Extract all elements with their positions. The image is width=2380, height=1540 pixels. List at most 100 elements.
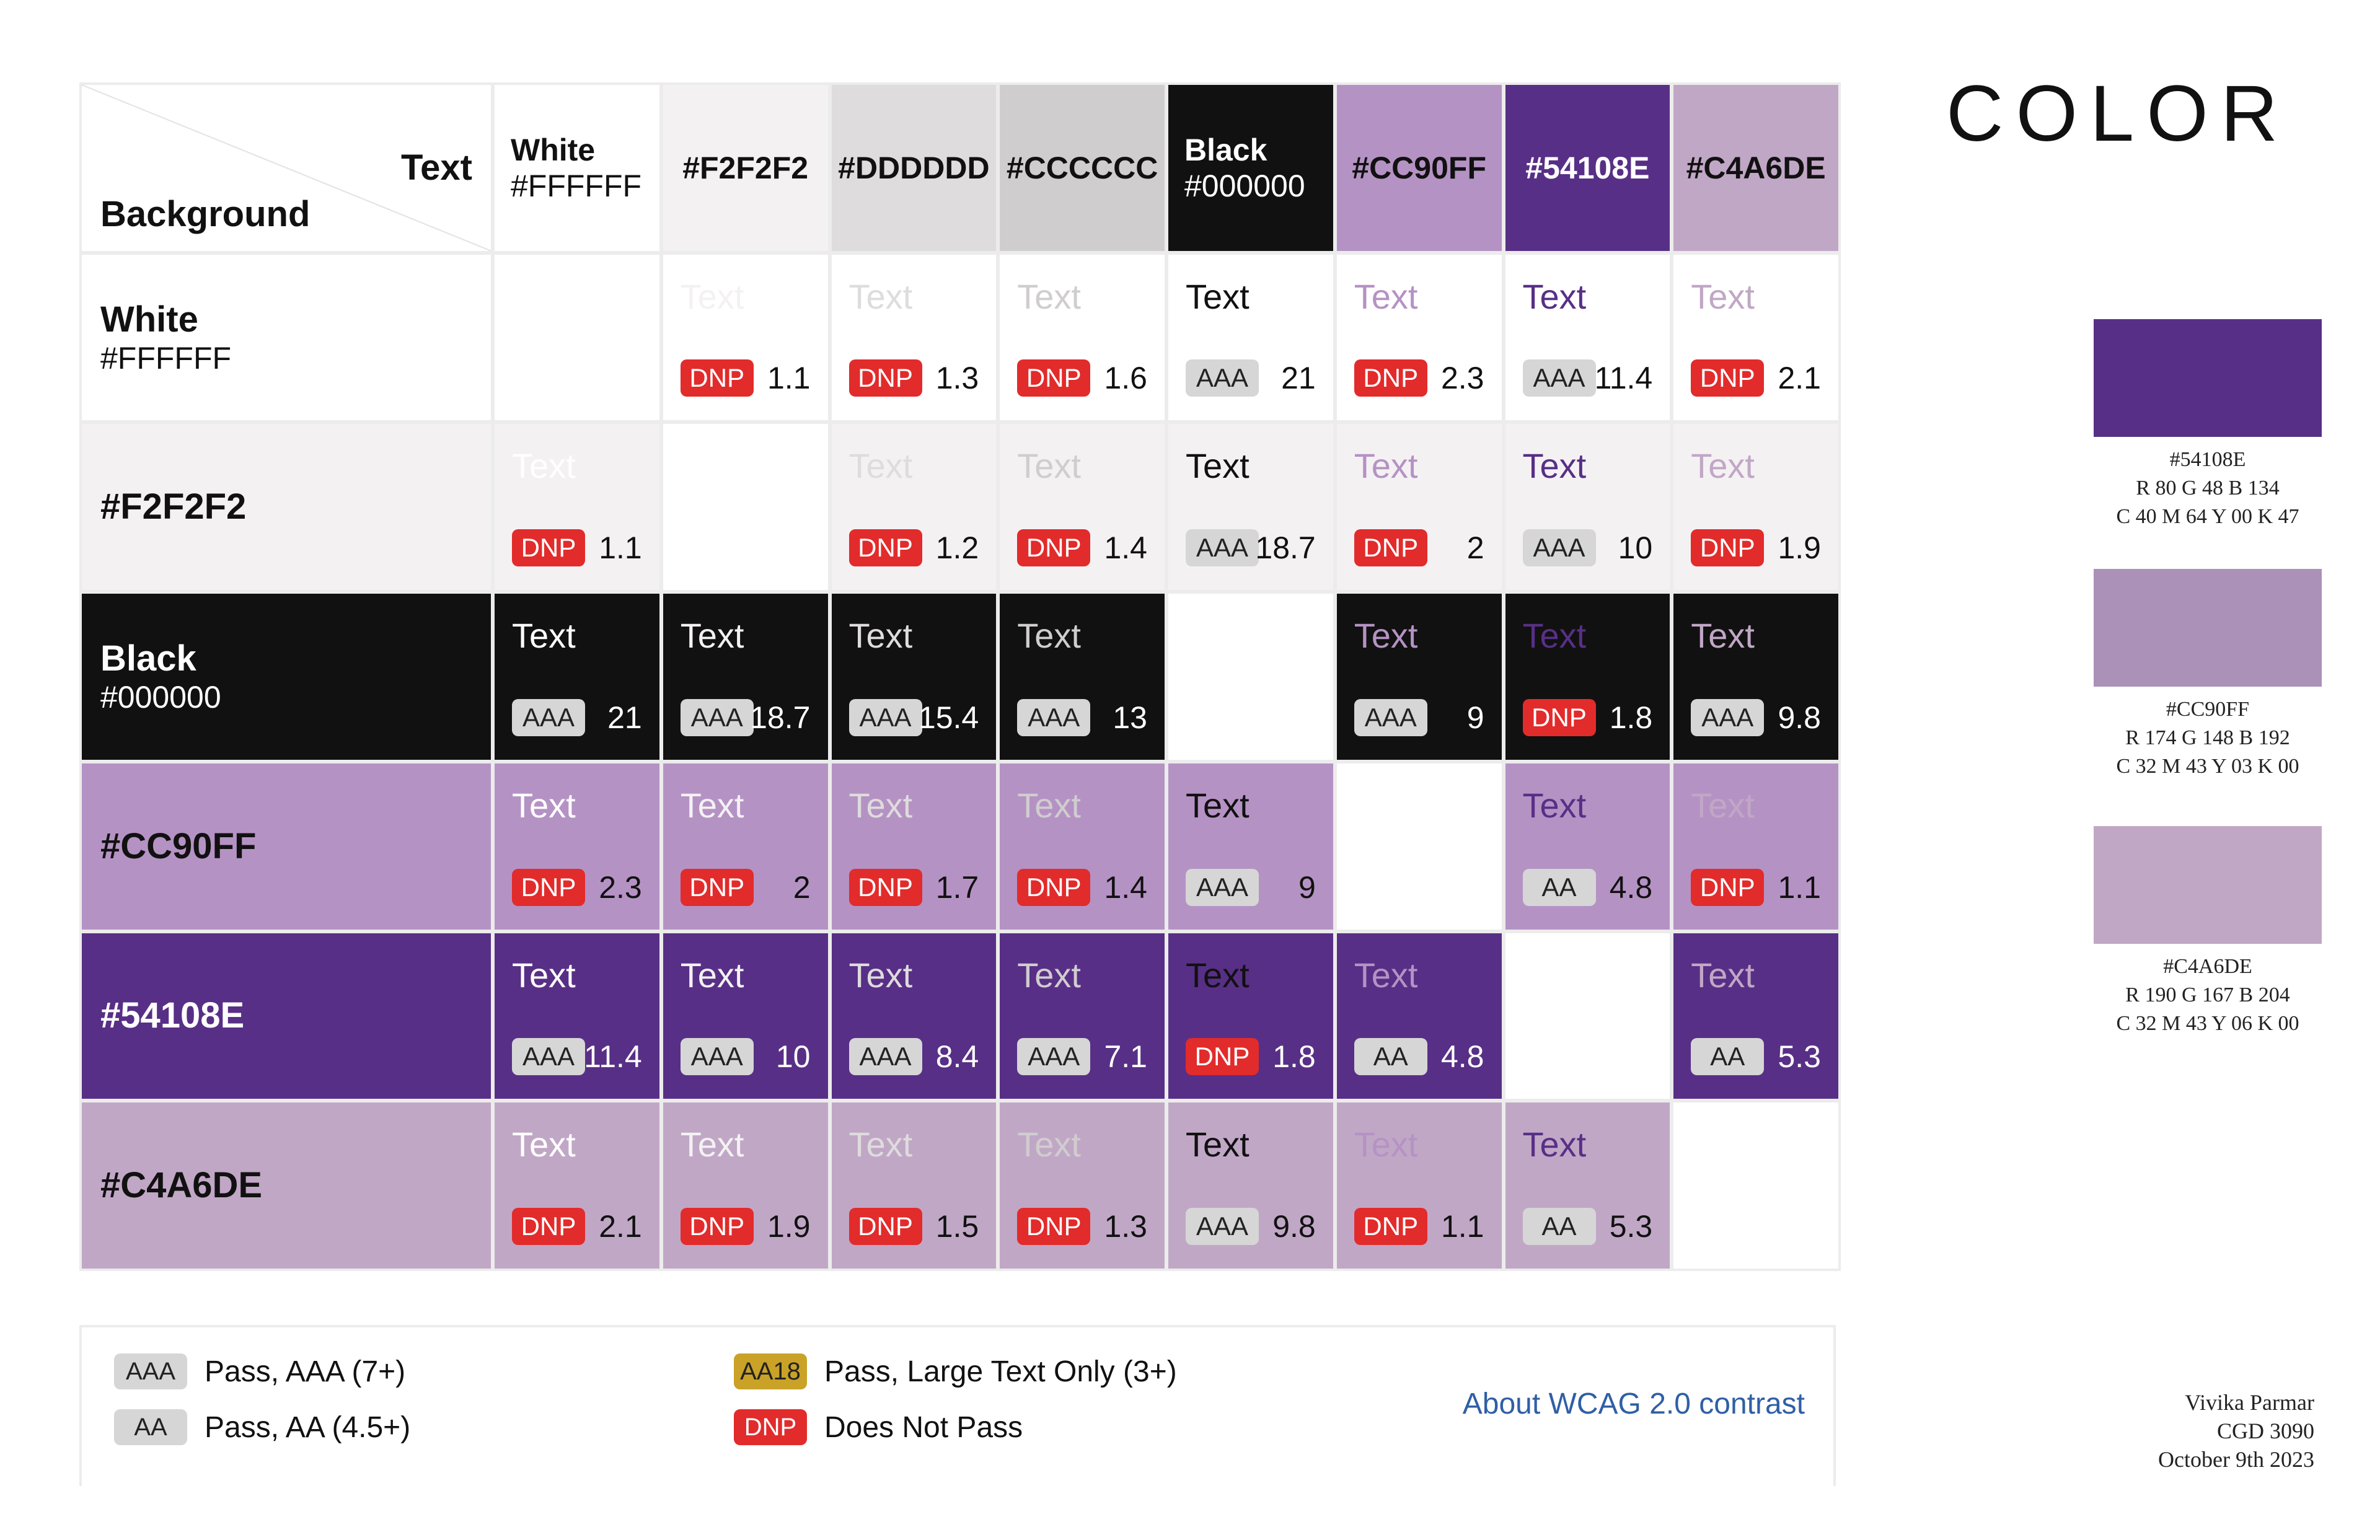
header-color-hex: #DDDDDD xyxy=(838,150,990,185)
rating-badge: DNP xyxy=(512,868,585,906)
swatch-info: #CC90FF R 174 G 148 B 192 C 32 M 43 Y 03… xyxy=(2094,695,2322,781)
column-header-54108e: #54108E xyxy=(1505,85,1670,251)
sample-text: Text xyxy=(1017,955,1081,995)
contrast-cell: Text AAA 9.8 xyxy=(1168,1102,1333,1269)
contrast-ratio: 11.4 xyxy=(584,1039,642,1075)
rating-badge: DNP xyxy=(1017,868,1091,906)
sample-text: Text xyxy=(680,785,744,825)
contrast-cell: Text DNP 1.5 xyxy=(831,1102,997,1269)
swatch-rgb: R 80 G 48 B 134 xyxy=(2136,477,2280,499)
contrast-ratio: 1.1 xyxy=(599,530,642,566)
swatch-54108e: #54108E R 80 G 48 B 134 C 40 M 64 Y 00 K… xyxy=(2094,319,2322,531)
column-header-label: White #FFFFFF xyxy=(511,132,641,204)
contrast-cell: Text AA 5.3 xyxy=(1505,1102,1670,1269)
rating-badge: AA xyxy=(1522,1208,1596,1245)
sample-text: Text xyxy=(848,1125,913,1164)
swatch-cc90ff: #CC90FF R 174 G 148 B 192 C 32 M 43 Y 03… xyxy=(2094,569,2322,781)
contrast-cell: Text DNP 1.9 xyxy=(663,1102,828,1269)
contrast-ratio: 9 xyxy=(1298,869,1316,905)
rating-badge: DNP xyxy=(1186,1038,1259,1076)
contrast-ratio: 1.8 xyxy=(1272,1039,1316,1075)
rating-badge: DNP xyxy=(1691,359,1765,397)
sample-text: Text xyxy=(1691,616,1755,656)
rating-badge: DNP xyxy=(1691,868,1765,906)
column-header-label: #CC90FF xyxy=(1352,150,1486,186)
contrast-ratio: 1.4 xyxy=(1104,869,1147,905)
rating-badge: DNP xyxy=(1691,529,1765,567)
header-color-name: White xyxy=(511,132,596,167)
contrast-ratio: 1.6 xyxy=(1104,361,1147,396)
rating-badge: DNP xyxy=(848,529,922,567)
sample-text: Text xyxy=(1017,446,1081,486)
legend-badge-aaa: AAA xyxy=(114,1353,187,1389)
sample-text: Text xyxy=(1522,446,1587,486)
rating-badge: AAA xyxy=(848,1038,922,1076)
page-title: COLOR xyxy=(1946,69,2291,158)
empty-cell xyxy=(1673,1102,1838,1269)
contrast-cell: Text DNP 1.9 xyxy=(1673,424,1838,591)
sample-text: Text xyxy=(680,1125,744,1164)
swatch-info: #54108E R 80 G 48 B 134 C 40 M 64 Y 00 K… xyxy=(2094,446,2322,531)
row-header-54108e: #54108E xyxy=(82,933,491,1099)
contrast-cell: Text DNP 2.1 xyxy=(1673,254,1838,421)
contrast-ratio: 4.8 xyxy=(1609,869,1653,905)
header-color-hex: #54108E xyxy=(1525,150,1650,185)
contrast-ratio: 10 xyxy=(775,1039,811,1075)
swatch-cmyk: C 40 M 64 Y 00 K 47 xyxy=(2116,505,2299,528)
contrast-ratio: 7.1 xyxy=(1104,1039,1147,1075)
contrast-ratio: 13 xyxy=(1113,700,1147,735)
rating-badge: DNP xyxy=(680,359,754,397)
about-wcag-link[interactable]: About WCAG 2.0 contrast xyxy=(1462,1388,1805,1420)
column-header-label: #CCCCCC xyxy=(1007,150,1158,186)
sample-text: Text xyxy=(1354,276,1418,316)
contrast-cell: Text AAA 10 xyxy=(663,933,828,1099)
contrast-cell: Text AAA 18.7 xyxy=(663,594,828,760)
contrast-cell: Text DNP 1.1 xyxy=(663,254,828,421)
header-color-hex: #C4A6DE xyxy=(100,1165,263,1206)
swatch-hex: #C4A6DE xyxy=(2163,955,2252,978)
header-color-hex: #CC90FF xyxy=(1352,150,1486,185)
header-color-hex: #000000 xyxy=(100,679,221,715)
rating-badge: AAA xyxy=(1691,698,1765,736)
sample-text: Text xyxy=(1354,616,1418,656)
contrast-cell: Text AA 5.3 xyxy=(1673,933,1838,1099)
rating-badge: AA xyxy=(1354,1038,1427,1076)
sample-text: Text xyxy=(848,785,913,825)
contrast-ratio: 11.4 xyxy=(1594,361,1653,396)
sample-text: Text xyxy=(1017,616,1081,656)
contrast-ratio: 2.3 xyxy=(1440,361,1484,396)
rating-badge: AA xyxy=(1522,868,1596,906)
legend-item-aaa: AAA Pass, AAA (7+) xyxy=(114,1353,405,1389)
contrast-ratio: 4.8 xyxy=(1440,1039,1484,1075)
row-header-000000: Black #000000 xyxy=(82,594,491,760)
contrast-ratio: 9.8 xyxy=(1778,700,1821,735)
sample-text: Text xyxy=(512,955,576,995)
credit-author: Vivika Parmar xyxy=(2185,1390,2314,1415)
header-color-name: Black xyxy=(100,638,196,679)
rating-badge: AAA xyxy=(1186,529,1259,567)
contrast-ratio: 1.2 xyxy=(935,530,979,566)
sample-text: Text xyxy=(1354,955,1418,995)
swatch-rgb: R 190 G 167 B 204 xyxy=(2125,983,2290,1006)
sample-text: Text xyxy=(1691,276,1755,316)
column-header-cc90ff: #CC90FF xyxy=(1336,85,1502,251)
legend-text-aa18: Pass, Large Text Only (3+) xyxy=(824,1355,1177,1388)
sample-text: Text xyxy=(1017,785,1081,825)
rating-badge: DNP xyxy=(848,359,922,397)
contrast-cell: Text AAA 11.4 xyxy=(1505,254,1670,421)
contrast-cell: Text DNP 1.8 xyxy=(1505,594,1670,760)
sample-text: Text xyxy=(1691,446,1755,486)
rating-badge: AAA xyxy=(1522,359,1596,397)
sample-text: Text xyxy=(1522,616,1587,656)
rating-badge: AAA xyxy=(1186,1208,1259,1245)
contrast-ratio: 8.4 xyxy=(935,1039,979,1075)
credit-date: October 9th 2023 xyxy=(2158,1447,2314,1472)
empty-cell xyxy=(1505,933,1670,1099)
header-color-hex: #54108E xyxy=(100,995,245,1036)
corner-diagonal xyxy=(82,85,491,251)
contrast-ratio: 1.4 xyxy=(1104,530,1147,566)
legend-item-aa: AA Pass, AA (4.5+) xyxy=(114,1409,410,1445)
credit-course: CGD 3090 xyxy=(2216,1419,2314,1443)
rating-badge: DNP xyxy=(1017,359,1091,397)
legend-text-aaa: Pass, AAA (7+) xyxy=(205,1355,406,1388)
